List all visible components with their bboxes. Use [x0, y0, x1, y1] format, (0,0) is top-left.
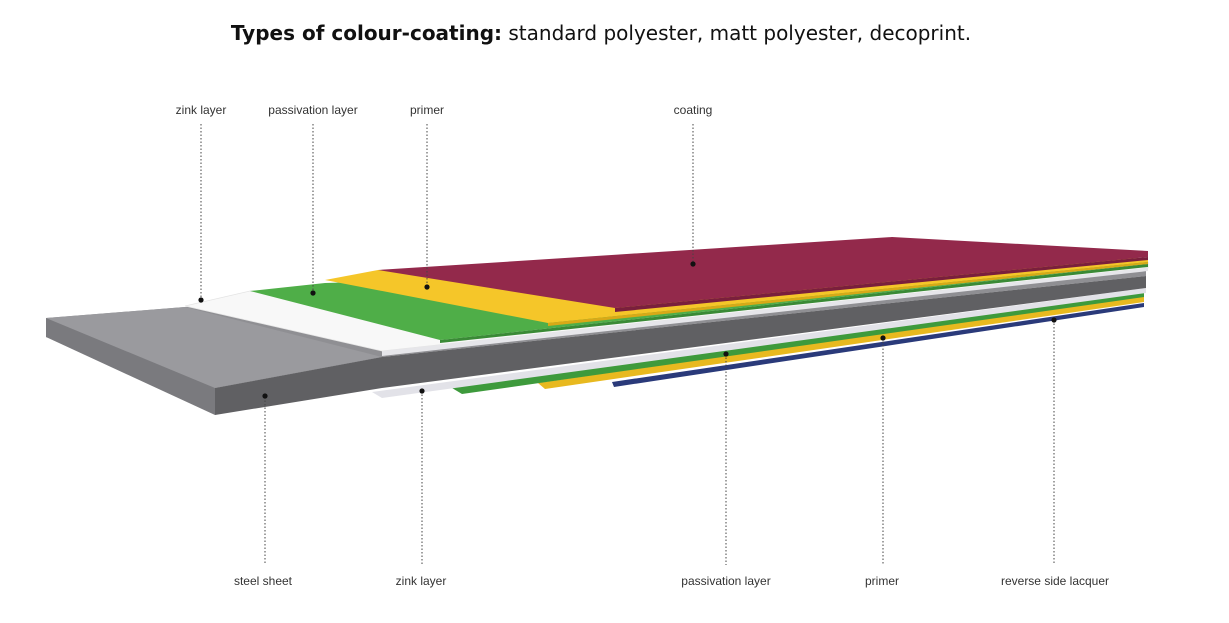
label-passivation-layer-bottom: passivation layer [681, 574, 771, 588]
reverse-zink-strip [372, 288, 1146, 398]
dot-primer-top [424, 284, 430, 290]
label-zink-layer-bottom: zink layer [395, 574, 447, 588]
zink-edge [382, 268, 1148, 356]
dot-coating [690, 261, 696, 267]
label-primer-bottom: primer [864, 574, 900, 588]
reverse-lacquer-strip [612, 303, 1144, 387]
label-passivation-layer-top: passivation layer [268, 103, 358, 117]
coating-top-layer [378, 237, 1148, 308]
passivation-edge [440, 264, 1148, 343]
label-primer-top: primer [409, 103, 445, 117]
marker-dots [198, 261, 1057, 399]
dot-passivation-bottom [723, 351, 729, 357]
primer-edge [548, 262, 1148, 326]
label-coating: coating [673, 103, 713, 117]
steel-side-face [215, 276, 1146, 415]
reverse-primer-strip [538, 296, 1144, 389]
label-steel-sheet: steel sheet [233, 574, 293, 588]
dot-passivation-top [310, 290, 316, 296]
reverse-passivation-strip [452, 292, 1144, 394]
top-leader-lines [200, 124, 694, 300]
dot-steel-sheet [262, 393, 268, 399]
page-title: Types of colour-coating: standard polyes… [0, 21, 1202, 45]
dot-zink-bottom [419, 388, 425, 394]
steel-front-edge [46, 318, 215, 415]
dot-primer-bottom [880, 335, 886, 341]
bottom-leader-lines [264, 320, 1055, 565]
title-bold: Types of colour-coating: [230, 21, 503, 45]
label-zink-layer-top: zink layer [175, 103, 227, 117]
coating-edge [615, 257, 1148, 312]
steel-top-highlight [46, 307, 382, 388]
dot-reverse-lacquer [1051, 317, 1057, 323]
title-rest: standard polyester, matt polyester, deco… [502, 21, 972, 45]
dot-zink-top [198, 297, 204, 303]
label-reverse-side-lacquer: reverse side lacquer [1000, 574, 1110, 588]
